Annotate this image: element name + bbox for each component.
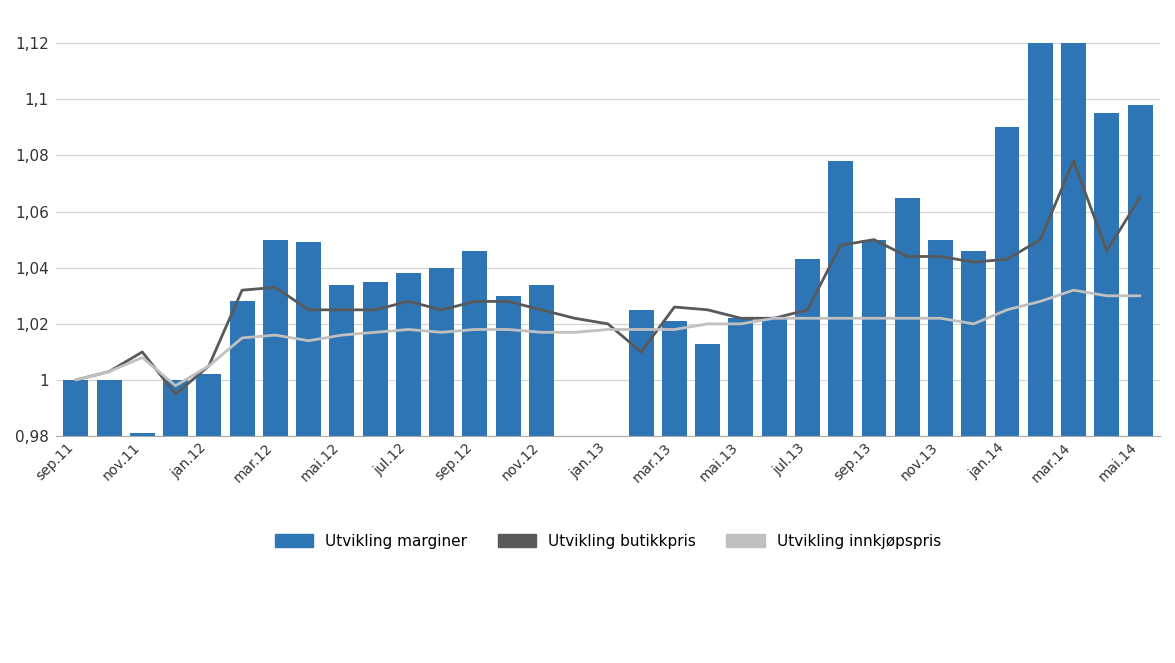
Bar <box>961 251 986 663</box>
Bar <box>728 318 753 663</box>
Bar <box>795 259 820 663</box>
Legend: Utvikling marginer, Utvikling butikkpris, Utvikling innkjøpspris: Utvikling marginer, Utvikling butikkpris… <box>269 528 947 555</box>
Bar <box>129 434 155 663</box>
Bar <box>562 518 588 663</box>
Bar <box>1028 43 1053 663</box>
Bar <box>895 198 920 663</box>
Bar <box>696 343 720 663</box>
Bar <box>1094 113 1120 663</box>
Bar <box>529 284 553 663</box>
Bar <box>496 296 521 663</box>
Bar <box>761 318 787 663</box>
Bar <box>662 321 687 663</box>
Bar <box>263 239 288 663</box>
Bar <box>229 302 255 663</box>
Bar <box>861 239 886 663</box>
Bar <box>196 375 221 663</box>
Bar <box>1128 105 1153 663</box>
Bar <box>363 282 388 663</box>
Bar <box>329 284 355 663</box>
Bar <box>463 251 488 663</box>
Bar <box>1061 43 1086 663</box>
Bar <box>163 380 188 663</box>
Bar <box>596 518 620 663</box>
Bar <box>296 243 321 663</box>
Bar <box>629 310 653 663</box>
Bar <box>994 127 1020 663</box>
Bar <box>63 380 88 663</box>
Bar <box>396 273 421 663</box>
Bar <box>928 239 953 663</box>
Bar <box>828 161 853 663</box>
Bar <box>429 268 454 663</box>
Bar <box>96 380 121 663</box>
